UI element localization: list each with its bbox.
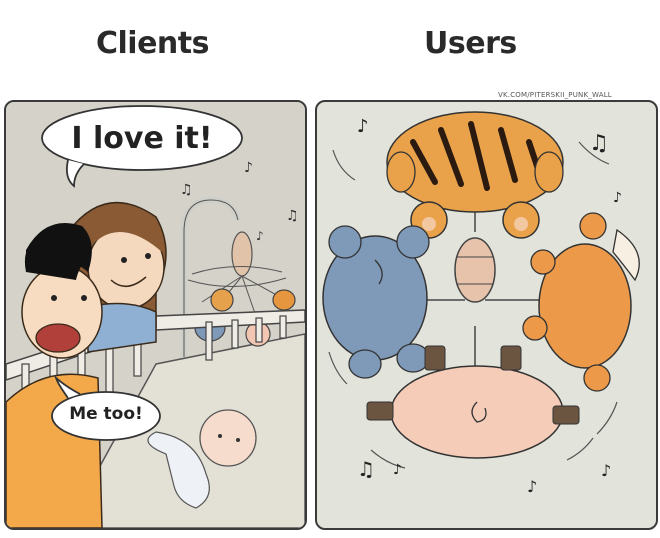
svg-text:♫: ♫ (180, 182, 193, 198)
svg-text:♫: ♫ (286, 208, 299, 224)
svg-text:♪: ♪ (601, 461, 611, 480)
clients-illustration: ♫ ♪ ♫ ♪ (6, 102, 305, 528)
heading-clients: Clients (96, 26, 209, 61)
svg-text:♪: ♪ (244, 160, 253, 176)
svg-text:♪: ♪ (393, 462, 402, 478)
svg-text:♪: ♪ (357, 116, 369, 137)
svg-text:♫: ♫ (357, 457, 375, 481)
heading-users: Users (424, 26, 517, 61)
svg-text:♪: ♪ (256, 229, 264, 243)
svg-text:♪: ♪ (613, 190, 622, 206)
users-illustration: ♪ ♫ ♪ ♫ ♪ ♪ ♪ (322, 111, 640, 496)
artist-credit: VK.COM/PITERSKII_PUNK_WALL (498, 91, 612, 99)
speech-bubble-parents: I love it! (71, 121, 213, 156)
svg-text:♫: ♫ (589, 131, 609, 156)
panel-clients: ♫ ♪ ♫ ♪ (4, 100, 307, 530)
panel-users: ♪ ♫ ♪ ♫ ♪ ♪ ♪ (315, 100, 658, 530)
svg-text:♪: ♪ (527, 477, 537, 496)
speech-bubble-dad: Me too! (69, 404, 143, 424)
